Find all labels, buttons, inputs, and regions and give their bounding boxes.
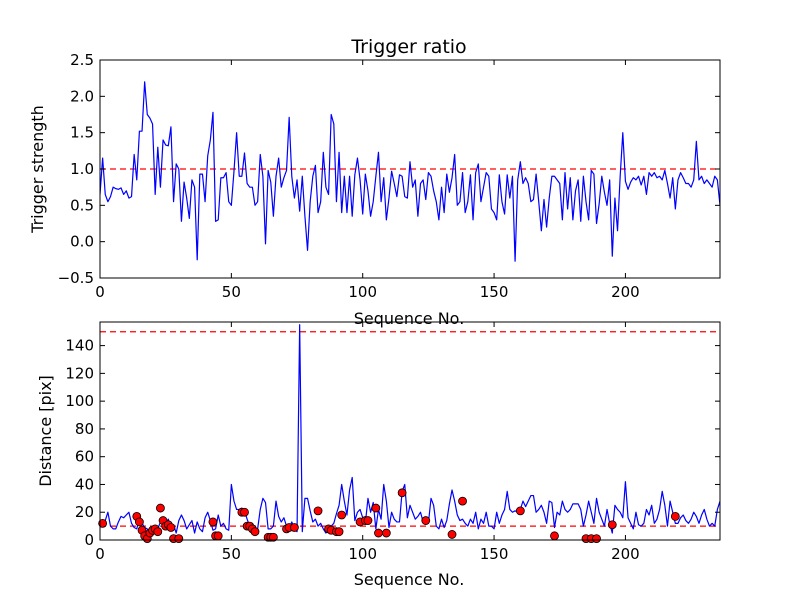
data-point-marker: [515, 506, 525, 516]
x-tick-label: 50: [222, 283, 241, 301]
data-point-marker: [166, 523, 176, 532]
data-point-marker: [153, 527, 163, 537]
data-point-marker: [337, 510, 347, 520]
data-point-marker: [313, 506, 323, 516]
data-point-marker: [208, 517, 218, 527]
y-tick-label: 20: [75, 503, 94, 521]
top-x-axis-label: Sequence No.: [354, 309, 465, 328]
data-point-marker: [670, 511, 680, 521]
y-tick-label: 2.5: [70, 51, 94, 69]
data-point-marker: [174, 534, 184, 544]
y-tick-label: 0.5: [70, 196, 94, 214]
y-tick-label: 0: [84, 531, 94, 549]
chart-title: Trigger ratio: [350, 36, 466, 58]
y-tick-label: 140: [65, 337, 94, 355]
data-point-marker: [550, 531, 559, 541]
data-point-marker: [213, 531, 223, 541]
data-point-marker: [592, 534, 601, 544]
data-point-marker: [98, 518, 108, 528]
x-tick-label: 100: [348, 545, 377, 563]
data-point-marker: [240, 507, 249, 517]
x-tick-label: 50: [222, 545, 241, 563]
y-tick-label: 2.0: [70, 87, 94, 105]
y-tick-label: 1.0: [70, 160, 94, 178]
bottom-plot-frame: [99, 321, 721, 541]
bottom-x-axis-label: Sequence No.: [354, 570, 465, 589]
y-tick-label: 0.0: [70, 233, 94, 251]
x-tick-label: 200: [611, 283, 640, 301]
x-tick-label: 200: [611, 545, 640, 563]
y-tick-label: 40: [75, 475, 94, 493]
y-tick-label: 120: [65, 364, 94, 382]
data-point-marker: [397, 488, 407, 498]
top-ticks: 0 50 100 150 200 −0.5 0.0 0.5 1.0 1.5 2.0 2.5: [58, 51, 720, 301]
bottom-series-line: [100, 324, 720, 534]
distance-chart: 0 50 100 150 200 0 20 40 60 80 100 120 140 Sequence …: [36, 321, 721, 589]
x-tick-label: 0: [95, 283, 105, 301]
y-tick-label: 100: [65, 392, 94, 410]
data-point-marker: [447, 530, 457, 539]
y-tick-label: −0.5: [58, 269, 94, 287]
x-tick-label: 0: [95, 545, 105, 563]
data-point-marker: [135, 517, 144, 527]
data-point-marker: [371, 503, 381, 513]
x-tick-label: 150: [480, 545, 509, 563]
data-point-marker: [268, 532, 278, 542]
data-point-marker: [374, 528, 383, 538]
data-point-marker: [156, 503, 165, 513]
data-point-marker: [607, 520, 617, 530]
x-tick-label: 100: [348, 283, 377, 301]
data-point-marker: [250, 527, 260, 537]
x-tick-label: 150: [480, 283, 509, 301]
data-point-marker: [334, 527, 344, 537]
top-series-layer: [100, 81, 720, 262]
data-point-marker: [363, 516, 373, 525]
y-tick-label: 1.5: [70, 124, 94, 142]
trigger-ratio-chart: Trigger ratio 0 50 100 150 200 −0.5 0.0 0.5 1.0 1…: [28, 36, 721, 328]
data-point-marker: [421, 516, 431, 525]
bottom-y-axis-label: Distance [pix]: [36, 375, 55, 487]
data-point-marker: [381, 528, 391, 538]
bottom-ticks: 0 50 100 150 200 0 20 40 60 80 100 120 140: [65, 322, 720, 563]
data-point-marker: [458, 496, 467, 506]
y-tick-label: 60: [75, 448, 94, 466]
top-y-axis-label: Trigger strength: [28, 105, 47, 234]
bottom-series-layer: [98, 324, 720, 544]
y-tick-label: 80: [75, 420, 94, 438]
data-point-marker: [290, 523, 299, 532]
top-series-line: [100, 81, 720, 262]
